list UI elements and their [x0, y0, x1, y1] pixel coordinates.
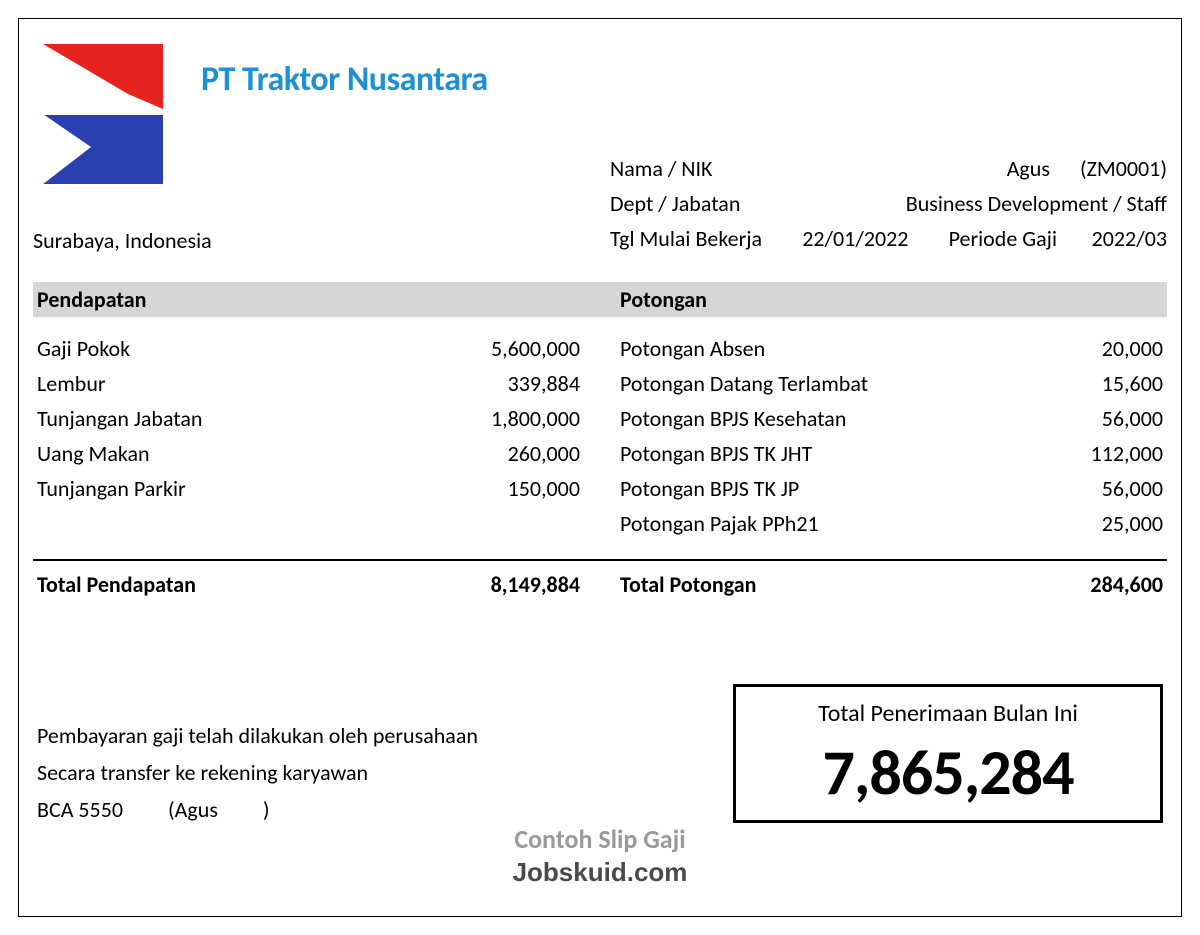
- watermark: Contoh Slip Gaji Jobskuid.com: [513, 823, 688, 888]
- income-total-value: 8,149,884: [420, 571, 580, 598]
- totals-row: Total Pendapatan 8,149,884 Total Potonga…: [33, 559, 1167, 604]
- payment-note-1: Pembayaran gaji telah dilakukan oleh per…: [37, 722, 580, 749]
- deduction-line-value: 56,000: [1003, 475, 1163, 502]
- deduction-line-value: 56,000: [1003, 405, 1163, 432]
- start-date: 22/01/2022: [762, 225, 949, 252]
- period-label: Periode Gaji: [949, 225, 1057, 252]
- holder-close: ): [263, 796, 270, 823]
- employee-nik: (ZM0001): [1080, 155, 1167, 182]
- net-pay-label: Total Penerimaan Bulan Ini: [760, 699, 1136, 728]
- deduction-line-label: Potongan BPJS Kesehatan: [620, 405, 846, 432]
- income-line-label: Tunjangan Jabatan: [37, 405, 203, 432]
- deduction-total-label: Total Potongan: [620, 571, 756, 598]
- bank-line: BCA 5550 (Agus ): [37, 796, 580, 823]
- bank-account: BCA 5550: [37, 796, 123, 823]
- income-line: Uang Makan 260,000: [37, 440, 580, 467]
- income-line-value: 339,884: [420, 370, 580, 397]
- deduction-line: Potongan Pajak PPh21 25,000: [620, 510, 1163, 537]
- deduction-line-label: Potongan Pajak PPh21: [620, 510, 819, 537]
- income-line-value: 260,000: [420, 440, 580, 467]
- start-label: Tgl Mulai Bekerja: [610, 225, 762, 252]
- deduction-line-label: Potongan Datang Terlambat: [620, 370, 868, 397]
- deduction-line: Potongan BPJS TK JP 56,000: [620, 475, 1163, 502]
- company-logo: [33, 39, 173, 189]
- income-total: Total Pendapatan 8,149,884: [37, 571, 580, 598]
- deduction-line-value: 15,600: [1003, 370, 1163, 397]
- info-row-start: Tgl Mulai Bekerja 22/01/2022 Periode Gaj…: [610, 225, 1167, 252]
- watermark-line-2: Jobskuid.com: [513, 857, 688, 888]
- deduction-line-label: Potongan BPJS TK JHT: [620, 440, 812, 467]
- company-location: Surabaya, Indonesia: [33, 227, 590, 254]
- name-label: Nama / NIK: [610, 155, 712, 182]
- deduction-line-value: 20,000: [1003, 335, 1163, 362]
- net-pay-amount: 7,865,284: [760, 734, 1136, 812]
- income-line-label: Lembur: [37, 370, 106, 397]
- line-items: Gaji Pokok 5,600,000 Lembur 339,884 Tunjanga…: [33, 317, 1167, 559]
- deduction-line: Potongan BPJS TK JHT 112,000: [620, 440, 1163, 467]
- income-column: Gaji Pokok 5,600,000 Lembur 339,884 Tunjanga…: [37, 335, 580, 537]
- deduction-line-value: 112,000: [1003, 440, 1163, 467]
- section-headers: Pendapatan Potongan: [33, 282, 1167, 317]
- holder-open: (Agus: [168, 796, 218, 823]
- deduction-total: Total Potongan 284,600: [620, 571, 1163, 598]
- period-value: 2022/03: [1057, 225, 1167, 252]
- deduction-column: Potongan Absen 20,000 Potongan Datang Terl…: [620, 335, 1163, 537]
- dept-value: Business Development / Staff: [906, 190, 1167, 217]
- deduction-line: Potongan BPJS Kesehatan 56,000: [620, 405, 1163, 432]
- header-left: PT Traktor Nusantara Surabaya, Indonesia: [33, 39, 590, 254]
- deduction-total-value: 284,600: [1003, 571, 1163, 598]
- income-line-value: 150,000: [420, 475, 580, 502]
- logo-row: PT Traktor Nusantara: [33, 39, 590, 189]
- info-row-dept: Dept / Jabatan Business Development / St…: [610, 190, 1167, 217]
- deduction-line: Potongan Absen 20,000: [620, 335, 1163, 362]
- employee-info: Nama / NIK Agus (ZM0001) Dept / Jabatan …: [610, 39, 1167, 254]
- deduction-header: Potongan: [620, 286, 1163, 313]
- deduction-line-label: Potongan Absen: [620, 335, 765, 362]
- net-pay-box: Total Penerimaan Bulan Ini 7,865,284: [733, 684, 1163, 823]
- deduction-line-label: Potongan BPJS TK JP: [620, 475, 799, 502]
- income-line-value: 5,600,000: [420, 335, 580, 362]
- payslip-page: PT Traktor Nusantara Surabaya, Indonesia…: [18, 18, 1182, 917]
- header: PT Traktor Nusantara Surabaya, Indonesia…: [33, 39, 1167, 254]
- company-name: PT Traktor Nusantara: [201, 59, 488, 100]
- employee-name: Agus: [712, 155, 1079, 182]
- income-line: Tunjangan Parkir 150,000: [37, 475, 580, 502]
- income-line-label: Uang Makan: [37, 440, 150, 467]
- income-line-label: Gaji Pokok: [37, 335, 130, 362]
- watermark-line-1: Contoh Slip Gaji: [513, 823, 688, 855]
- footer: Pembayaran gaji telah dilakukan oleh per…: [33, 684, 1167, 823]
- income-line-label: Tunjangan Parkir: [37, 475, 186, 502]
- dept-label: Dept / Jabatan: [610, 190, 740, 217]
- deduction-line: Potongan Datang Terlambat 15,600: [620, 370, 1163, 397]
- income-line: Tunjangan Jabatan 1,800,000: [37, 405, 580, 432]
- income-line: Lembur 339,884: [37, 370, 580, 397]
- income-header: Pendapatan: [37, 286, 580, 313]
- income-line-value: 1,800,000: [420, 405, 580, 432]
- payment-note: Pembayaran gaji telah dilakukan oleh per…: [37, 684, 580, 823]
- deduction-line-value: 25,000: [1003, 510, 1163, 537]
- income-line: Gaji Pokok 5,600,000: [37, 335, 580, 362]
- income-total-label: Total Pendapatan: [37, 571, 196, 598]
- info-row-name: Nama / NIK Agus (ZM0001): [610, 155, 1167, 182]
- payment-note-2: Secara transfer ke rekening karyawan: [37, 759, 580, 786]
